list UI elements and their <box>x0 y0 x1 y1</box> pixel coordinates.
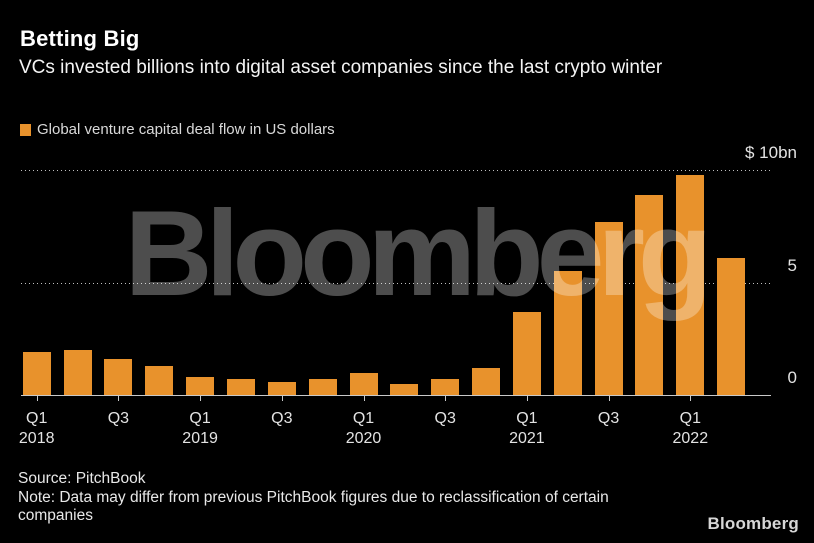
chart-title: Betting Big <box>20 26 140 51</box>
bar-q1-2018 <box>22 352 51 395</box>
bar-q1-2020 <box>349 372 378 395</box>
x-tick <box>608 395 610 401</box>
x-tick <box>200 395 202 401</box>
x-axis-label-year: 2018 <box>18 430 55 447</box>
legend-swatch-icon <box>20 123 31 136</box>
bar-q3-2021 <box>594 221 623 395</box>
bar-q2-2018 <box>63 350 92 395</box>
x-axis-baseline <box>21 395 771 396</box>
gridline-10 <box>21 170 771 171</box>
bar-q2-2021 <box>553 271 582 395</box>
legend-label: Global venture capital deal flow in US d… <box>37 121 335 138</box>
x-axis-label-quarter: Q1 <box>26 410 48 427</box>
note-line: Note: Data may differ from previous Pitc… <box>18 488 609 525</box>
x-axis-label-year: 2022 <box>672 430 709 447</box>
x-axis-label-quarter: Q3 <box>434 410 456 427</box>
x-tick <box>445 395 447 401</box>
x-tick <box>118 395 120 401</box>
bar-q3-2020 <box>431 379 460 395</box>
bar-q2-2019 <box>226 379 255 395</box>
chart-subtitle: VCs invested billions into digital asset… <box>19 57 663 78</box>
bar-q4-2018 <box>145 365 174 395</box>
bar-q3-2019 <box>267 381 296 395</box>
y-axis-label-5: 5 <box>787 255 797 275</box>
y-axis-label-0: 0 <box>787 368 797 387</box>
x-axis-label-quarter: Q1 <box>352 410 375 427</box>
x-tick <box>690 395 692 401</box>
x-axis-label-quarter: Q3 <box>597 410 620 427</box>
x-axis-label-year: 2019 <box>182 430 218 447</box>
bar-q1-2022 <box>676 174 705 395</box>
bar-q3-2018 <box>104 359 133 395</box>
bar-q2-2022 <box>717 257 746 395</box>
x-axis-label-quarter: Q3 <box>271 410 293 427</box>
x-axis-label-quarter: Q3 <box>107 410 130 427</box>
bar-q4-2020 <box>472 368 501 395</box>
x-axis-label-quarter: Q1 <box>189 410 211 427</box>
source-line: Source: PitchBook <box>18 470 146 487</box>
footer: Source: PitchBook Note: Data may differ … <box>18 470 643 526</box>
bar-q4-2021 <box>635 194 664 395</box>
bar-q2-2020 <box>390 383 419 395</box>
x-tick <box>281 395 283 401</box>
y-axis-label-10: $ 10bn <box>745 143 797 162</box>
x-tick <box>36 395 38 401</box>
gridline-5 <box>21 282 771 284</box>
x-tick <box>363 395 365 401</box>
bar-q1-2021 <box>512 311 541 395</box>
x-axis-label-year: 2020 <box>345 430 382 447</box>
x-axis-label-year: 2021 <box>509 430 545 447</box>
x-axis-label-quarter: Q1 <box>516 410 538 427</box>
x-axis-label-quarter: Q1 <box>679 410 701 427</box>
bar-q1-2019 <box>186 377 215 395</box>
bar-q4-2019 <box>308 379 337 395</box>
x-tick <box>526 395 528 401</box>
bloomberg-logo: Bloomberg <box>707 514 799 533</box>
legend: Global venture capital deal flow in US d… <box>20 121 335 138</box>
